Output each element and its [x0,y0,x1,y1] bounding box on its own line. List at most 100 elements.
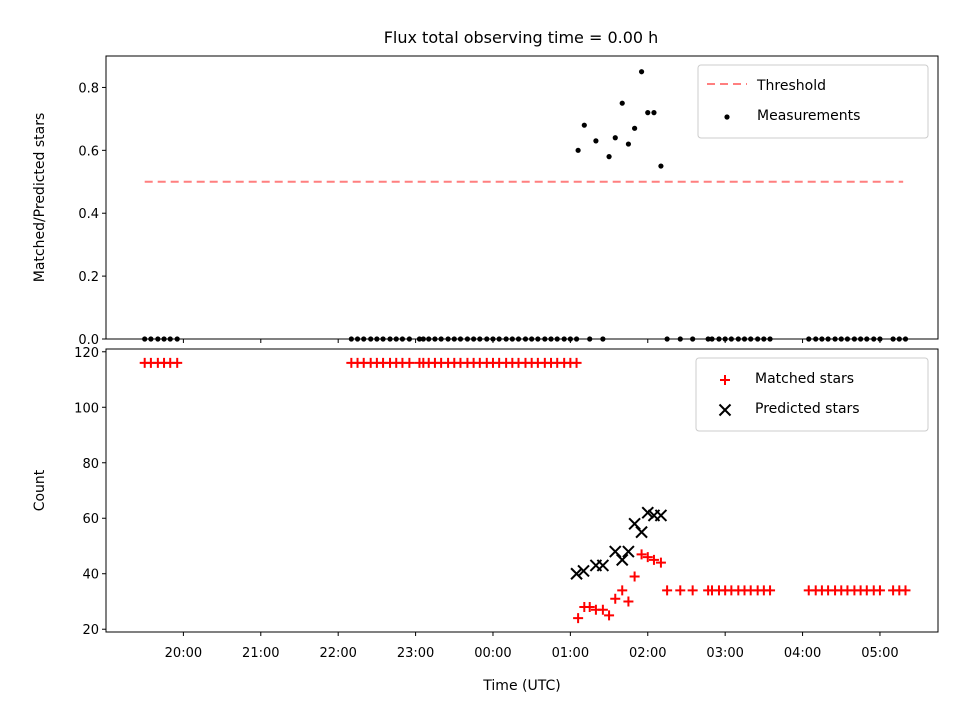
measurement-point [522,336,529,342]
measurement-point [664,336,670,342]
measurement-point [174,336,180,342]
measurement-point [606,154,612,160]
measurement-point [438,336,444,342]
measurement-point [858,336,864,342]
measurement-point [368,336,374,342]
legend-label: Matched stars [755,371,854,387]
axes-frame [105,348,939,633]
measurement-point [503,336,509,342]
measurement-point [851,336,858,342]
measurement-point [890,336,896,342]
measurement-point [535,336,541,342]
measurement-point [612,135,618,141]
measurement-point [705,336,711,342]
measurement-point [387,336,393,342]
matched-star-point [642,552,653,563]
legend-marker [718,403,732,417]
y-tick-label: 0.4 [78,207,99,222]
measurement-point [767,336,773,342]
measurement-point [393,336,399,342]
measurement-point [600,336,606,342]
measurement-point [490,336,496,342]
measurement-point [348,336,354,342]
x-tick-label: 22:00 [319,646,356,661]
legend-marker [724,114,730,120]
predicted-star-point [641,506,654,519]
matched-star-point [874,585,885,596]
measurement-point [690,336,696,342]
measurement-point [464,336,471,342]
measurement-point [587,336,593,342]
measurement-point [755,336,761,342]
measurement-point [632,125,638,131]
measurement-point [148,336,154,342]
figure-title: Flux total observing time = 0.00 h [384,28,659,47]
measurement-point [484,336,490,342]
measurement-point [561,336,567,342]
measurement-point [416,336,423,342]
measurement-point [167,336,173,342]
legend-marker [720,375,730,385]
plot-area [142,69,909,342]
x-tick-label: 00:00 [474,646,511,661]
x-tick-label: 23:00 [397,646,434,661]
y-tick-label: 0.6 [78,144,99,159]
measurement-point [529,336,535,342]
matched-star-point [623,596,634,607]
measurement-point [142,336,148,342]
measurement-point [619,100,625,106]
legend-box [697,64,929,139]
matched-star-point [617,585,628,596]
x-axis-label: Time (UTC) [482,678,560,694]
measurement-point [651,110,657,116]
measurement-point [426,336,432,342]
matched-star-point [610,593,621,604]
measurement-point [567,336,573,342]
predicted-star-point [616,553,629,567]
measurement-point [741,336,748,342]
measurement-point [645,110,651,116]
matched-star-point [655,557,666,568]
x-tick-label: 01:00 [552,646,589,661]
y-tick-label: 100 [74,401,99,416]
measurement-point [542,336,548,342]
y-tick-label: 0.8 [78,81,99,96]
y-tick-label: 20 [82,623,99,638]
measurement-point [761,336,767,342]
predicted-star-point [622,545,635,558]
measurement-point [748,336,754,342]
measurement-point [432,336,438,342]
y-tick-label: 0.2 [78,270,99,285]
measurement-point [575,147,581,153]
matched-star-point [571,357,582,368]
bottom-panel: 20 40 60 80 100 120 20:00 21:00 22:00 23:00 00:00 0… [32,346,939,694]
legend-label: Predicted stars [755,401,860,417]
measurement-point [806,336,812,342]
predicted-star-point [635,525,648,539]
measurement-point [554,336,560,342]
measurement-point [716,336,722,342]
measurement-point [722,336,728,342]
x-tick-label: 20:00 [165,646,202,661]
measurement-point [844,336,851,342]
measurement-point [735,336,741,342]
measurement-point [361,336,367,342]
measurement-point [471,336,477,342]
predicted-star-point [596,559,610,572]
measurement-point [380,336,386,342]
measurement-point [813,336,819,342]
measurement-point [374,336,380,342]
x-tick-label: 04:00 [784,646,821,661]
matched-star-point [636,549,647,560]
measurement-point [548,336,554,342]
y-tick-label: 60 [82,512,99,527]
predicted-star-point [570,567,583,580]
matched-star-point [675,585,686,596]
matched-star-point [597,604,608,615]
y-tick-label: 0.0 [78,333,99,348]
measurement-point [728,336,734,342]
measurement-point [902,336,909,342]
matched-star-point [662,585,673,596]
measurement-point [709,336,715,342]
